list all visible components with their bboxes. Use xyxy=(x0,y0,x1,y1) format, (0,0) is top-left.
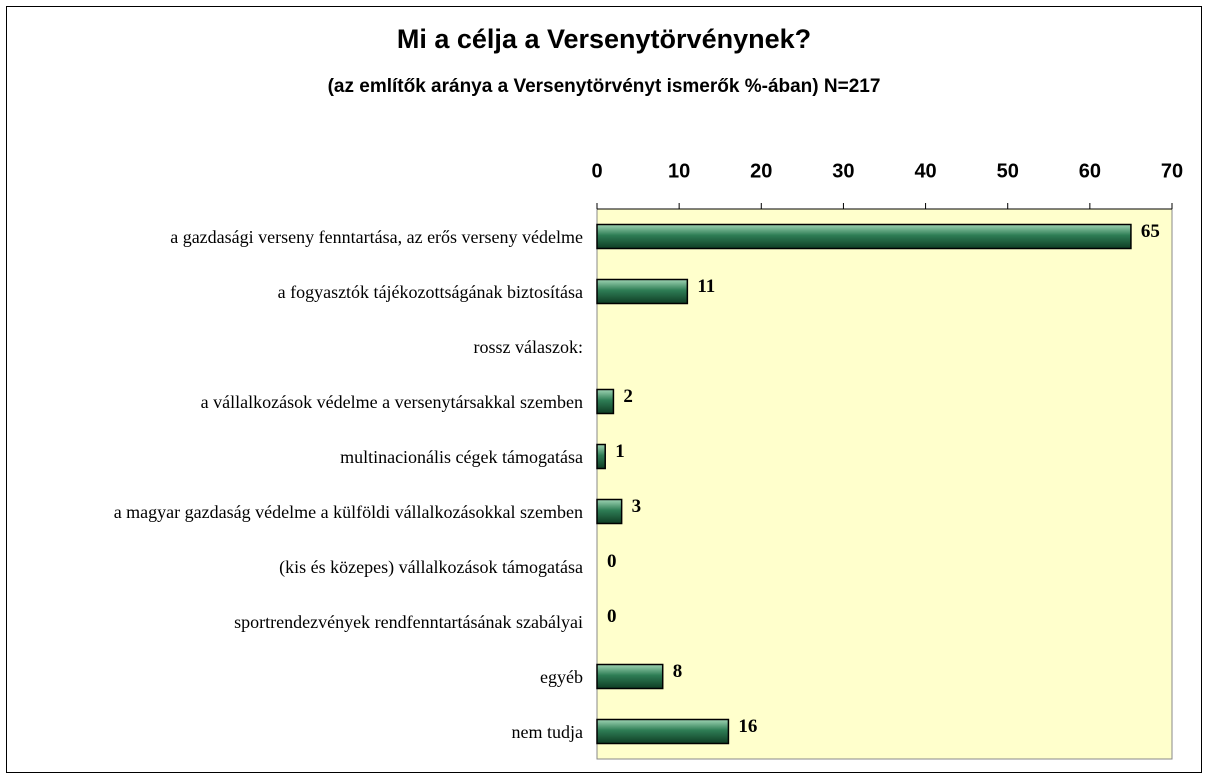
bar xyxy=(596,223,1132,250)
y-tick-label: a gazdasági verseny fenntartása, az erős… xyxy=(20,225,583,249)
x-tick-label: 40 xyxy=(914,160,936,182)
y-tick-label: a magyar gazdaság védelme a külföldi vál… xyxy=(20,500,583,524)
bar xyxy=(596,718,730,745)
x-tick-label: 50 xyxy=(997,160,1019,182)
category-text: a gazdasági verseny fenntartása, az erős… xyxy=(170,226,583,247)
category-text: a fogyasztók tájékozottságának biztosítá… xyxy=(277,281,583,302)
y-tick-label: a vállalkozások védelme a versenytársakk… xyxy=(20,390,583,414)
y-tick-label: multinacionális cégek támogatása xyxy=(20,445,583,469)
x-tick-label: 20 xyxy=(750,160,772,182)
data-label: 3 xyxy=(632,496,642,517)
category-text: egyéb xyxy=(540,666,583,687)
data-label: 8 xyxy=(673,661,683,682)
bar xyxy=(596,443,606,470)
x-tick-label: 10 xyxy=(668,160,690,182)
x-tick-label: 30 xyxy=(832,160,854,182)
y-tick-label: sportrendezvények rendfenntartásának sza… xyxy=(20,610,583,634)
bar xyxy=(596,278,689,305)
y-tick-label: a fogyasztók tájékozottságának biztosítá… xyxy=(20,280,583,304)
bar xyxy=(596,498,623,525)
x-tick-label: 70 xyxy=(1161,160,1183,182)
data-label: 11 xyxy=(697,276,715,297)
frame xyxy=(6,6,1202,773)
data-label: 0 xyxy=(607,551,617,572)
x-tick-label: 0 xyxy=(591,160,602,182)
data-label: 1 xyxy=(615,441,625,462)
category-text: rossz válaszok: xyxy=(473,336,583,357)
plot-area xyxy=(596,208,1173,760)
y-tick-label: rossz válaszok: xyxy=(20,335,583,359)
chart-subtitle: (az említők aránya a Versenytörvényt ism… xyxy=(328,76,881,97)
data-label: 16 xyxy=(738,716,757,737)
bar xyxy=(596,388,615,415)
x-tick-label: 60 xyxy=(1079,160,1101,182)
category-text: (kis és közepes) vállalkozások támogatás… xyxy=(279,556,583,577)
data-label: 2 xyxy=(623,386,633,407)
category-text: a magyar gazdaság védelme a külföldi vál… xyxy=(113,501,583,522)
y-tick-label: nem tudja xyxy=(20,720,583,744)
data-label: 65 xyxy=(1141,221,1160,242)
category-text: a vállalkozások védelme a versenytársakk… xyxy=(200,391,583,412)
y-tick-label: egyéb xyxy=(20,665,583,689)
category-text: sportrendezvények rendfenntartásának sza… xyxy=(234,611,583,632)
data-label: 0 xyxy=(607,606,617,627)
category-text: nem tudja xyxy=(511,721,583,742)
bar xyxy=(596,663,664,690)
chart-title: Mi a célja a Versenytörvénynek? xyxy=(397,24,811,54)
category-text: multinacionális cégek támogatása xyxy=(340,446,583,467)
y-tick-label: (kis és közepes) vállalkozások támogatás… xyxy=(20,555,583,579)
